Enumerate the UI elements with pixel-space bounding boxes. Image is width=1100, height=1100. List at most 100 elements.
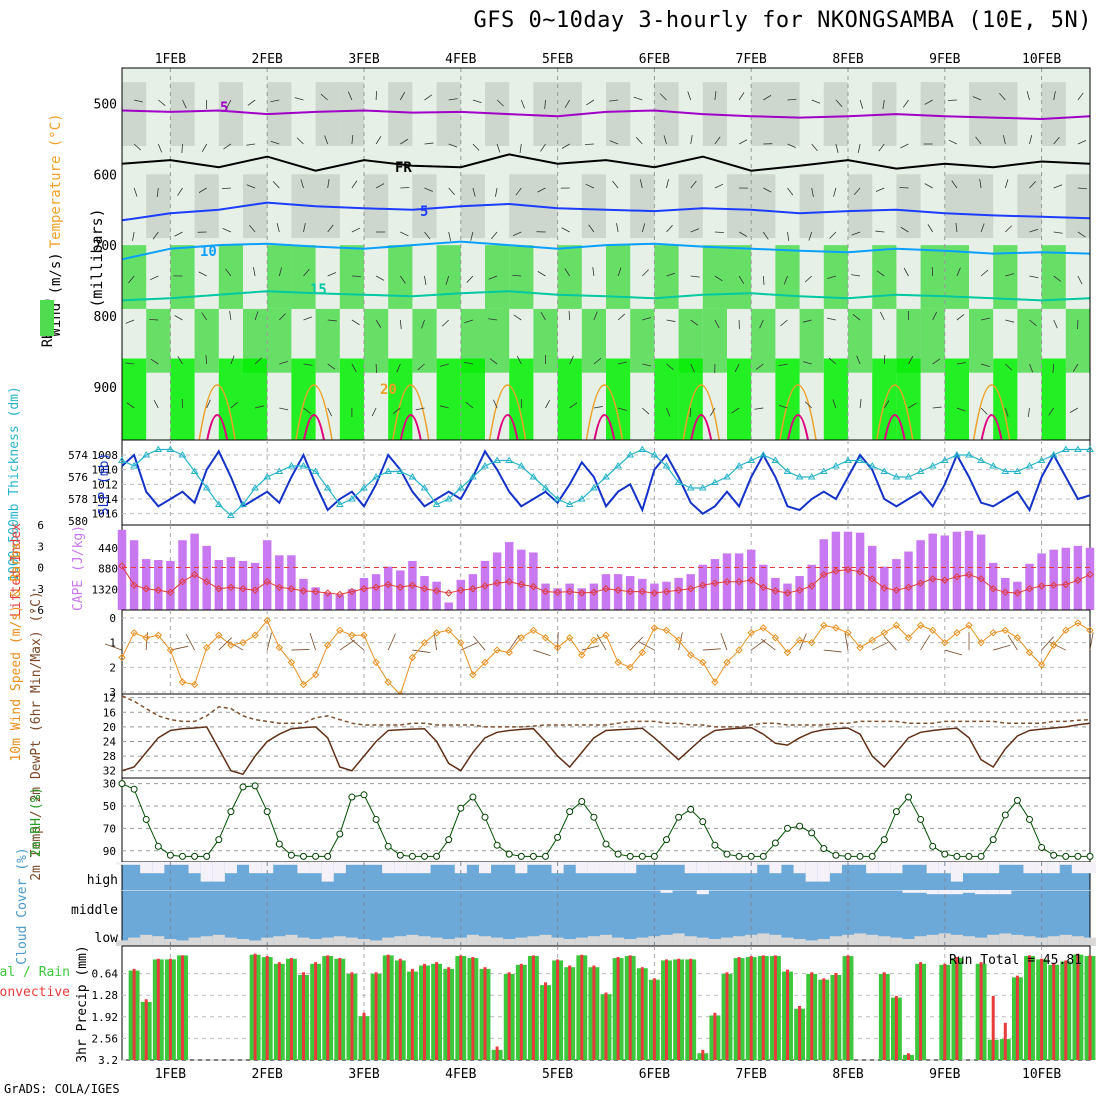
precip-convective-bar	[640, 967, 644, 1060]
cloud-clear-bar	[503, 862, 516, 865]
upper-wind-barb	[540, 143, 546, 152]
cloud-clear-bar	[430, 862, 443, 865]
cape-bar	[1049, 549, 1058, 610]
upper-wind-barb	[448, 187, 455, 196]
upper-wind-barb	[1053, 136, 1060, 145]
upper-wind-barb	[246, 184, 256, 189]
thickness-point	[323, 484, 332, 491]
thickness-point	[602, 473, 610, 480]
low-cloud-bar	[926, 934, 939, 946]
cloud-clear-bar	[878, 890, 891, 891]
upper-wind-barb	[585, 183, 595, 189]
upper-wind-barb	[491, 231, 498, 240]
rh-band-cell	[630, 174, 655, 239]
date-label-bottom: 6FEB	[639, 1067, 670, 1082]
date-label-top: 4FEB	[445, 52, 476, 67]
precip-convective-bar	[979, 962, 983, 1060]
cloud-clear-bar	[999, 890, 1012, 895]
cape-bar	[166, 560, 175, 610]
wind-speed-point	[638, 648, 647, 657]
cloud-clear-bar	[878, 862, 891, 874]
upper-wind-barb	[465, 401, 474, 409]
low-cloud-bar	[539, 934, 552, 946]
upper-wind-barb	[639, 179, 643, 189]
low-cloud-bar	[733, 936, 746, 946]
upper-wind-barb	[537, 271, 546, 277]
cloud-clear-bar	[491, 862, 504, 865]
thickness-tick-label: 578	[68, 493, 88, 506]
isotherm-20-spike	[295, 384, 333, 441]
surface-wind-barb	[533, 649, 551, 657]
thickness-point	[420, 484, 429, 491]
li-point	[856, 568, 864, 576]
upper-wind-barb	[221, 187, 231, 190]
cloud-clear-bar	[745, 890, 758, 891]
rh-point	[130, 785, 138, 793]
thickness-point	[142, 451, 151, 458]
low-cloud-bar	[273, 936, 286, 946]
upper-wind-barb	[351, 227, 361, 233]
wind-speed-point	[299, 680, 308, 689]
upper-wind-barb	[392, 407, 401, 414]
isotherm-line	[121, 153, 1091, 172]
wind-speed-point	[372, 658, 380, 667]
wind-speed-point	[602, 631, 610, 639]
wind-speed-point	[626, 663, 634, 672]
cloud-clear-bar	[1047, 862, 1060, 874]
li-point	[360, 585, 368, 593]
li-point	[299, 587, 308, 595]
cape-bar	[420, 576, 429, 610]
date-label-top: 7FEB	[736, 52, 767, 67]
li-point	[154, 586, 163, 594]
li-point	[541, 587, 550, 596]
cloud-clear-bar	[418, 862, 431, 874]
rh-point	[1013, 796, 1021, 804]
low-cloud-bar	[902, 939, 915, 946]
upper-wind-barb	[424, 187, 433, 192]
slp-line	[121, 449, 1091, 515]
cloud-clear-bar	[1059, 862, 1072, 865]
rh-band-cell	[654, 358, 679, 440]
precip-convective-bar	[834, 972, 838, 1060]
low-cloud-bar	[309, 939, 322, 946]
upper-wind-barb	[516, 355, 522, 365]
cloud-clear-bar	[418, 890, 431, 891]
rh-band-cell	[412, 174, 437, 239]
upper-wind-barb	[833, 187, 837, 197]
cape-bar	[323, 593, 332, 610]
rh-point	[457, 804, 465, 812]
upper-wind-barb	[738, 139, 748, 145]
rh-band-cell	[630, 308, 655, 373]
upper-wind-barb	[249, 224, 256, 233]
li-point	[771, 587, 780, 595]
cloud-clear-bar	[442, 890, 455, 891]
date-label-bottom: 8FEB	[832, 1067, 863, 1082]
precip-convective-bar	[749, 956, 753, 1060]
surface-wind-barb	[944, 649, 963, 656]
rh-tick-label: 70	[103, 822, 116, 835]
rh-band-cell	[485, 308, 510, 373]
cape-bar	[710, 559, 720, 610]
upper-wind-barb	[1077, 231, 1086, 238]
low-cloud-bar	[236, 939, 250, 946]
wind-speed-point	[807, 638, 816, 647]
precip-convective-bar	[265, 956, 269, 1060]
low-cloud-bar	[1023, 936, 1036, 946]
cloud-clear-bar	[575, 890, 588, 891]
rh-band-cell	[122, 82, 147, 146]
rh-point	[578, 798, 586, 806]
contour-label: 10	[200, 244, 217, 260]
upper-wind-barb	[827, 317, 836, 321]
upper-wind-barb	[762, 231, 769, 240]
upper-wind-barb	[666, 363, 674, 370]
thickness-point	[517, 462, 526, 469]
wind-axis-label: 10m Wind Speed (m/s) & Barbs	[9, 542, 24, 761]
li-point	[723, 577, 731, 586]
rh-point	[421, 852, 428, 860]
rh-band-cell	[823, 358, 848, 440]
upper-wind-barb	[690, 180, 697, 189]
cloud-clear-bar	[382, 890, 395, 891]
thickness-tick-label: 576	[68, 471, 88, 484]
li-point	[602, 585, 610, 593]
contour-label: 15	[310, 282, 327, 298]
